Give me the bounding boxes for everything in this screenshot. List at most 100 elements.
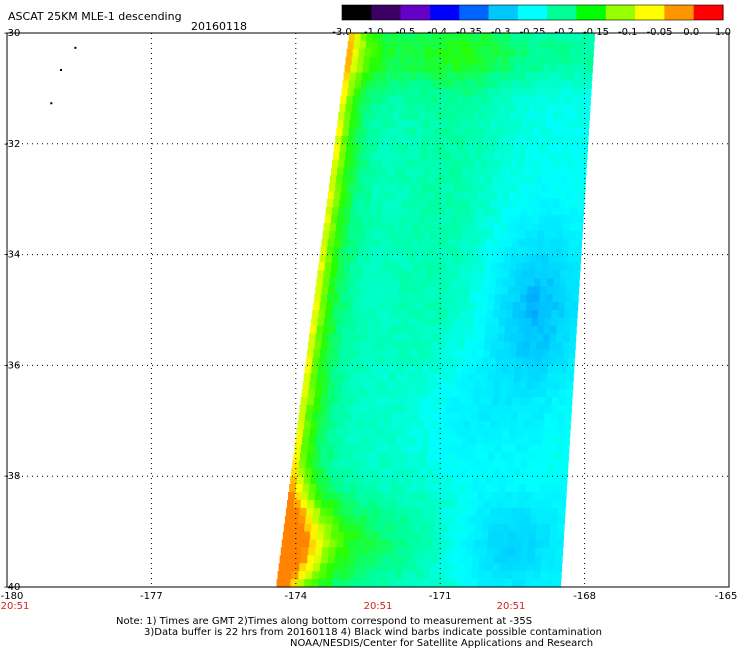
swath-cell: [465, 555, 474, 564]
swath-cell: [385, 349, 393, 359]
swath-cell: [478, 48, 486, 58]
swath-cell: [568, 238, 576, 248]
swath-cell: [436, 357, 444, 366]
swath-cell: [544, 135, 552, 145]
swath-cell: [341, 333, 349, 343]
swath-cell: [505, 579, 513, 588]
swath-cell: [428, 127, 436, 137]
swath-cell: [384, 238, 392, 248]
swath-cell: [530, 515, 538, 525]
swath-cell: [366, 80, 374, 89]
swath-cell: [345, 246, 353, 256]
swath-cell: [565, 397, 573, 406]
swath-cell: [332, 254, 340, 264]
swath-cell: [434, 310, 442, 319]
swath-cell: [474, 452, 482, 461]
swath-cell: [567, 159, 575, 169]
swath-cell: [479, 317, 487, 327]
swath-cell: [534, 555, 542, 564]
swath-cell: [563, 48, 570, 58]
swath-cell: [547, 563, 556, 572]
swath-cell: [398, 230, 406, 240]
swath-cell: [423, 238, 430, 248]
swath-cell: [341, 499, 349, 509]
swath-cell: [325, 254, 333, 264]
swath-cell: [545, 120, 553, 129]
swath-cell: [356, 64, 364, 74]
swath-cell: [449, 499, 458, 509]
swath-cell: [367, 444, 376, 454]
swath-cell: [463, 428, 471, 438]
swath-cell: [394, 507, 403, 517]
swath-cell: [555, 555, 563, 564]
swath-cell: [484, 56, 491, 66]
swath-cell: [339, 199, 347, 208]
swath-cell: [450, 492, 459, 501]
swath-cell: [361, 499, 370, 509]
swath-cell: [540, 112, 548, 121]
swath-cell: [475, 222, 483, 232]
swath-cell: [427, 317, 435, 327]
swath-cell: [491, 183, 499, 192]
swath-cell: [414, 199, 422, 208]
swath-cell: [466, 112, 474, 121]
swath-cell: [550, 523, 558, 533]
swath-cell: [340, 341, 348, 351]
swath-cell: [511, 96, 518, 105]
swath-cell: [391, 80, 398, 89]
swath-cell: [384, 357, 392, 366]
swath-cell: [471, 64, 479, 74]
swath-cell: [437, 286, 445, 295]
swath-cell: [377, 484, 385, 493]
swath-cell: [553, 468, 562, 477]
swath-cell: [285, 507, 294, 517]
swath-cell: [419, 468, 427, 477]
swath-cell: [383, 310, 391, 319]
swath-cell: [556, 238, 564, 248]
swath-cell: [320, 452, 328, 461]
swath-cell: [507, 294, 515, 303]
swath-cell: [372, 523, 381, 533]
swath-cell: [553, 579, 562, 588]
swath-cell: [486, 468, 494, 477]
swath-cell: [379, 72, 387, 82]
swath-cell: [312, 357, 320, 366]
swath-cell: [496, 270, 504, 279]
swath-cell: [516, 341, 524, 351]
swath-cell: [328, 436, 337, 446]
swath-cell: [471, 412, 479, 422]
swath-cell: [382, 262, 390, 272]
swath-cell: [569, 230, 577, 240]
swath-cell: [452, 397, 460, 406]
swath-cell: [561, 167, 568, 177]
swath-cell: [422, 365, 431, 374]
swath-cell: [393, 460, 401, 469]
swath-cell: [499, 310, 507, 319]
swath-cell: [290, 476, 298, 485]
swath-cell: [461, 238, 468, 248]
swath-cell: [412, 531, 421, 541]
swath-cell: [422, 127, 430, 137]
swath-cell: [352, 48, 360, 58]
swath-cell: [484, 262, 492, 272]
swath-cell: [316, 325, 324, 335]
swath-cell: [388, 436, 397, 446]
swath-cell: [386, 460, 394, 469]
swath-cell: [481, 365, 490, 374]
swath-cell: [440, 72, 448, 82]
swath-cell: [411, 476, 419, 485]
swath-cell: [297, 468, 306, 477]
swath-cell: [353, 183, 361, 192]
swath-cell: [462, 357, 471, 366]
swath-cell: [474, 230, 482, 240]
swath-cell: [364, 412, 373, 422]
swath-cell: [525, 64, 533, 74]
swath-cell: [491, 571, 500, 580]
lon-label: -165: [715, 591, 738, 602]
swath-cell: [545, 294, 553, 303]
swath-cell: [450, 151, 458, 161]
swath-cell: [549, 246, 557, 256]
swath-cell: [456, 286, 464, 295]
swath-cell: [414, 33, 422, 42]
swath-cell: [467, 238, 475, 248]
